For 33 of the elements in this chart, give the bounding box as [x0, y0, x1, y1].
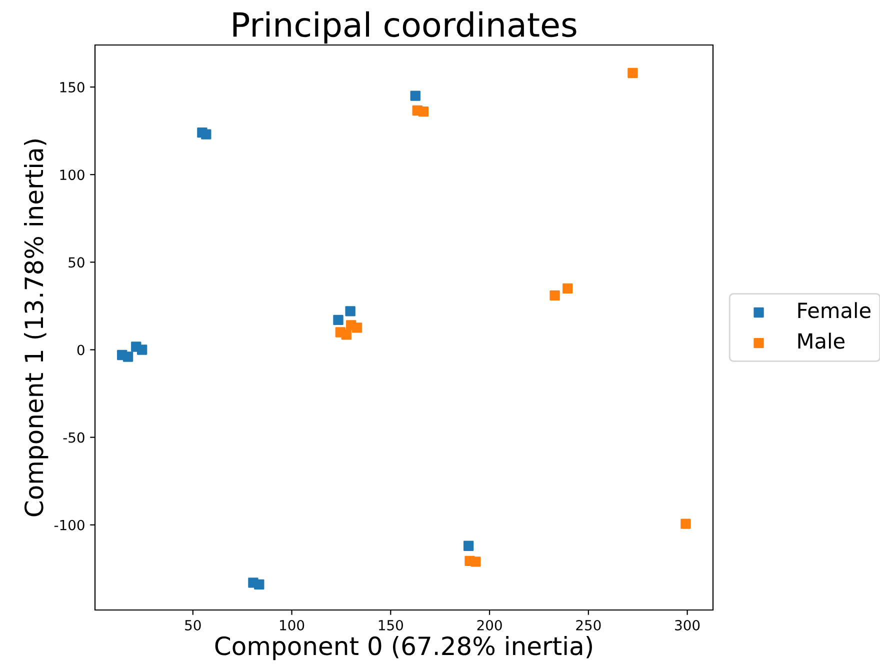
point	[333, 314, 344, 326]
legend-label: Female	[798, 302, 870, 318]
x-axis-title: Component 0 (67.28% inertia)	[215, 636, 592, 660]
x-tick-label: 150	[378, 620, 403, 630]
point	[410, 90, 420, 101]
y-tick-label: 0	[77, 344, 84, 356]
point	[470, 556, 481, 567]
point	[628, 68, 638, 78]
point	[463, 540, 474, 551]
point	[341, 330, 352, 340]
y-tick-label: 100	[60, 170, 84, 180]
x-tick-label: 50	[185, 620, 201, 630]
point	[352, 322, 362, 333]
y-tick-label: -100	[54, 520, 84, 530]
point	[136, 344, 148, 355]
point	[550, 290, 560, 301]
x-tick-label: 200	[477, 620, 502, 630]
point	[562, 283, 573, 294]
chart-title: Principal coordinates	[233, 11, 576, 44]
point	[122, 352, 134, 362]
point	[254, 579, 264, 590]
point	[345, 306, 356, 316]
point	[201, 129, 212, 140]
y-tick-label: 150	[60, 82, 84, 93]
point	[418, 106, 429, 117]
point	[680, 518, 691, 529]
legend-label: Male	[798, 332, 844, 349]
x-tick-label: 100	[280, 620, 304, 630]
x-tick-label: 250	[576, 620, 601, 630]
y-axis-title: Component 1 (13.78% inertia)	[24, 140, 48, 516]
y-tick-label: 50	[68, 257, 84, 268]
x-tick-label: 300	[675, 620, 700, 630]
y-tick-label: -50	[63, 432, 84, 443]
